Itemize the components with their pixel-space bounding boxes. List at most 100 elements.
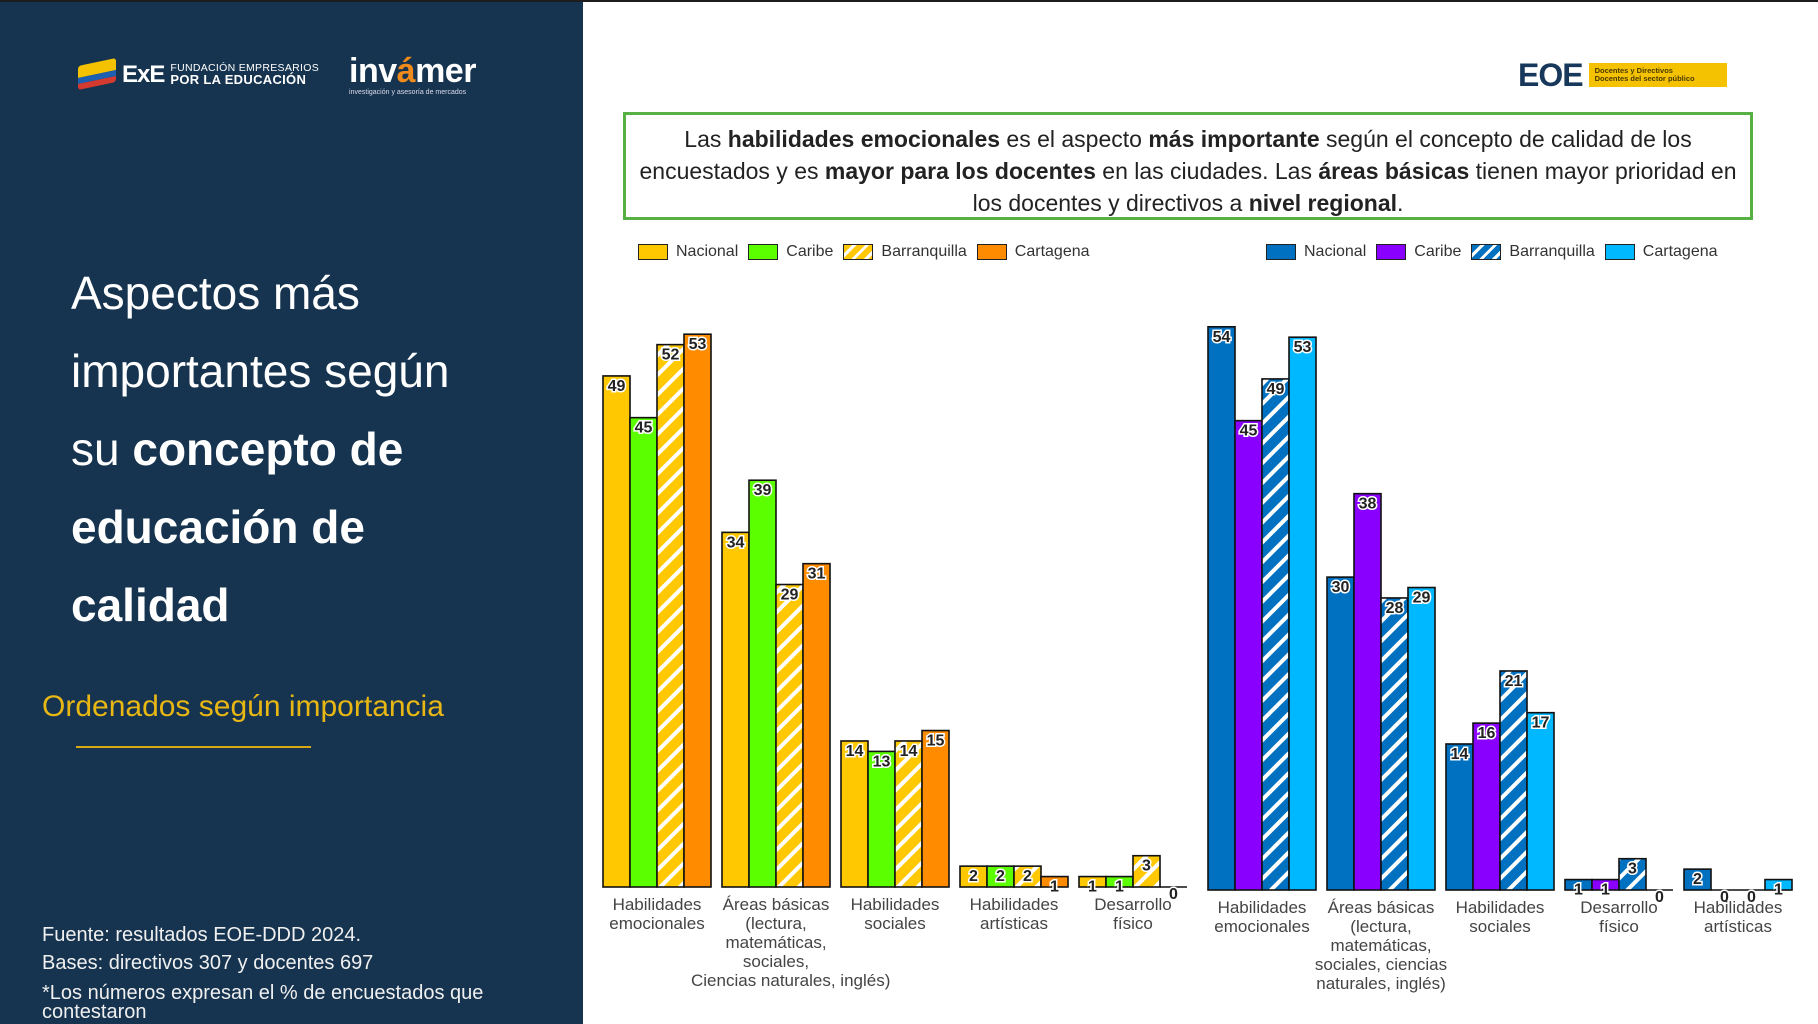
- data-label: 53: [1294, 339, 1312, 356]
- bar-cartagena: [1040, 875, 1069, 888]
- exe-logo-mark: ExE: [122, 61, 165, 88]
- invamer-person-icon: á: [396, 52, 416, 90]
- bases-note: Bases: directivos 307 y docentes 697: [42, 952, 374, 974]
- bar-barranquilla: [656, 343, 685, 888]
- exe-logo-line1: FUNDACIÓN EMPRESARIOS: [170, 62, 320, 74]
- bar-caribe: [867, 750, 896, 888]
- bar-cartagena: [683, 333, 712, 888]
- legend-label: Caribe: [1414, 243, 1462, 260]
- category-label-line: matemáticas,: [1330, 936, 1432, 955]
- legend-label: Barranquilla: [881, 243, 967, 260]
- data-label: 0: [1655, 889, 1664, 906]
- category-label-line: artísticas: [1703, 917, 1773, 936]
- bar-cartagena: [1288, 336, 1317, 891]
- data-label: 1: [1774, 882, 1783, 899]
- legend-right-chart: Nacional Caribe Barranquilla Cartagena: [1266, 243, 1728, 261]
- category-label-line: Habilidades: [1693, 898, 1783, 917]
- data-label: 14: [900, 743, 918, 760]
- category-label: Habilidades emocionales: [572, 895, 742, 933]
- callout-segment: nivel regional: [1248, 190, 1397, 216]
- category-label: Habilidades artísticas: [1653, 898, 1818, 936]
- data-label: 3: [1142, 858, 1151, 875]
- category-label: Habilidades sociales: [810, 895, 980, 933]
- source-note: Fuente: resultados EOE-DDD 2024.: [42, 924, 362, 946]
- category-label-line: sociales: [864, 914, 926, 933]
- callout-segment: Las: [684, 126, 728, 152]
- bar-nacional: [602, 375, 631, 888]
- legend-swatch: [1266, 244, 1296, 260]
- category-label: Habilidades emocionales: [1177, 898, 1347, 936]
- legend-swatch: [1604, 244, 1635, 260]
- invamer-tagline: investigación y asesoría de mercados: [349, 89, 467, 96]
- legend-label: Barranquilla: [1509, 243, 1595, 260]
- data-label: 16: [1478, 725, 1496, 742]
- data-label: 2: [996, 868, 1005, 885]
- top-border: [0, 0, 1818, 2]
- data-label: 1: [1088, 879, 1097, 896]
- data-label: 1: [1115, 879, 1124, 896]
- data-label: 45: [635, 420, 653, 437]
- callout-segment: áreas básicas: [1318, 158, 1470, 184]
- bar-cartagena: [1407, 586, 1436, 891]
- legend-item: Cartagena: [1604, 243, 1718, 261]
- exe-logo-line2: POR LA EDUCACIÓN: [170, 72, 307, 87]
- page-title: Aspectos más importantes según su concep…: [71, 254, 449, 644]
- legend-label: Nacional: [676, 243, 739, 260]
- subtitle: Ordenados según importancia: [42, 690, 444, 723]
- data-label: 54: [1213, 329, 1231, 346]
- category-label: Desarrollo físico: [1534, 898, 1704, 936]
- bar-barranquilla: [1618, 857, 1647, 891]
- category-label: Desarrollo físico: [1048, 895, 1218, 933]
- logo-row: ExE FUNDACIÓN EMPRESARIOS POR LA EDUCACI…: [78, 54, 476, 96]
- legend-item: Nacional: [1266, 243, 1366, 261]
- data-label: 14: [1451, 746, 1469, 763]
- callout-segment: según el concepto de calidad de los encu…: [639, 126, 1692, 184]
- bar-caribe: [1234, 419, 1263, 891]
- category-label: Áreas básicas (lectura, matemáticas, social…: [691, 895, 891, 990]
- category-label-line: (lectura,: [1350, 917, 1412, 936]
- legend-item: Barranquilla: [843, 243, 967, 261]
- legend-left-chart: Nacional Caribe Barranquilla Cartagena: [638, 243, 1100, 261]
- title-line-3: su concepto de: [71, 423, 404, 475]
- subtitle-underline: [76, 746, 311, 748]
- callout-segment: más importante: [1148, 126, 1320, 152]
- callout-segment: es el aspecto: [1000, 126, 1149, 152]
- category-label-line: Habilidades: [1217, 898, 1307, 917]
- category-label-line: sociales: [1469, 917, 1531, 936]
- data-label: 49: [1267, 381, 1285, 398]
- bar-barranquilla: [1380, 597, 1409, 891]
- data-label: 38: [1359, 496, 1377, 513]
- category-label-line: naturales, inglés): [1316, 974, 1446, 993]
- legend-item: Nacional: [638, 243, 738, 261]
- data-label: 28: [1386, 600, 1404, 617]
- bar-barranquilla: [1261, 378, 1290, 891]
- title-line-1: Aspectos más: [71, 267, 360, 319]
- data-label: 31: [808, 566, 826, 583]
- callout-segment: .: [1397, 190, 1404, 216]
- invamer-logo-name: invámer: [349, 52, 476, 90]
- data-label: 1: [1050, 879, 1059, 896]
- title-line-4: educación de: [71, 501, 365, 553]
- category-label-line: sociales, ciencias: [1314, 955, 1448, 974]
- data-label: 34: [727, 534, 745, 551]
- legend-label: Cartagena: [1642, 243, 1718, 260]
- category-label: Áreas básicas (lectura, matemáticas, social…: [1296, 898, 1466, 993]
- insight-callout: Las habilidades emocionales es el aspect…: [623, 112, 1753, 220]
- category-label-line: artísticas: [979, 914, 1049, 933]
- data-label: 2: [1023, 868, 1032, 885]
- data-label: 0: [1169, 886, 1178, 903]
- category-label-line: Ciencias naturales, inglés): [691, 971, 891, 990]
- category-label-line: matemáticas,: [725, 933, 827, 952]
- bar-barranquilla: [1499, 670, 1528, 891]
- legend-item: Barranquilla: [1471, 243, 1595, 261]
- category-label-line: Áreas básicas: [1327, 898, 1435, 917]
- bar-cartagena: [802, 562, 831, 888]
- callout-segment: mayor para los docentes: [824, 158, 1096, 184]
- legend-swatch: [1471, 244, 1502, 260]
- bar-cartagena: [1526, 711, 1555, 891]
- bar-nacional: [1445, 743, 1474, 891]
- legend-label: Nacional: [1304, 243, 1367, 260]
